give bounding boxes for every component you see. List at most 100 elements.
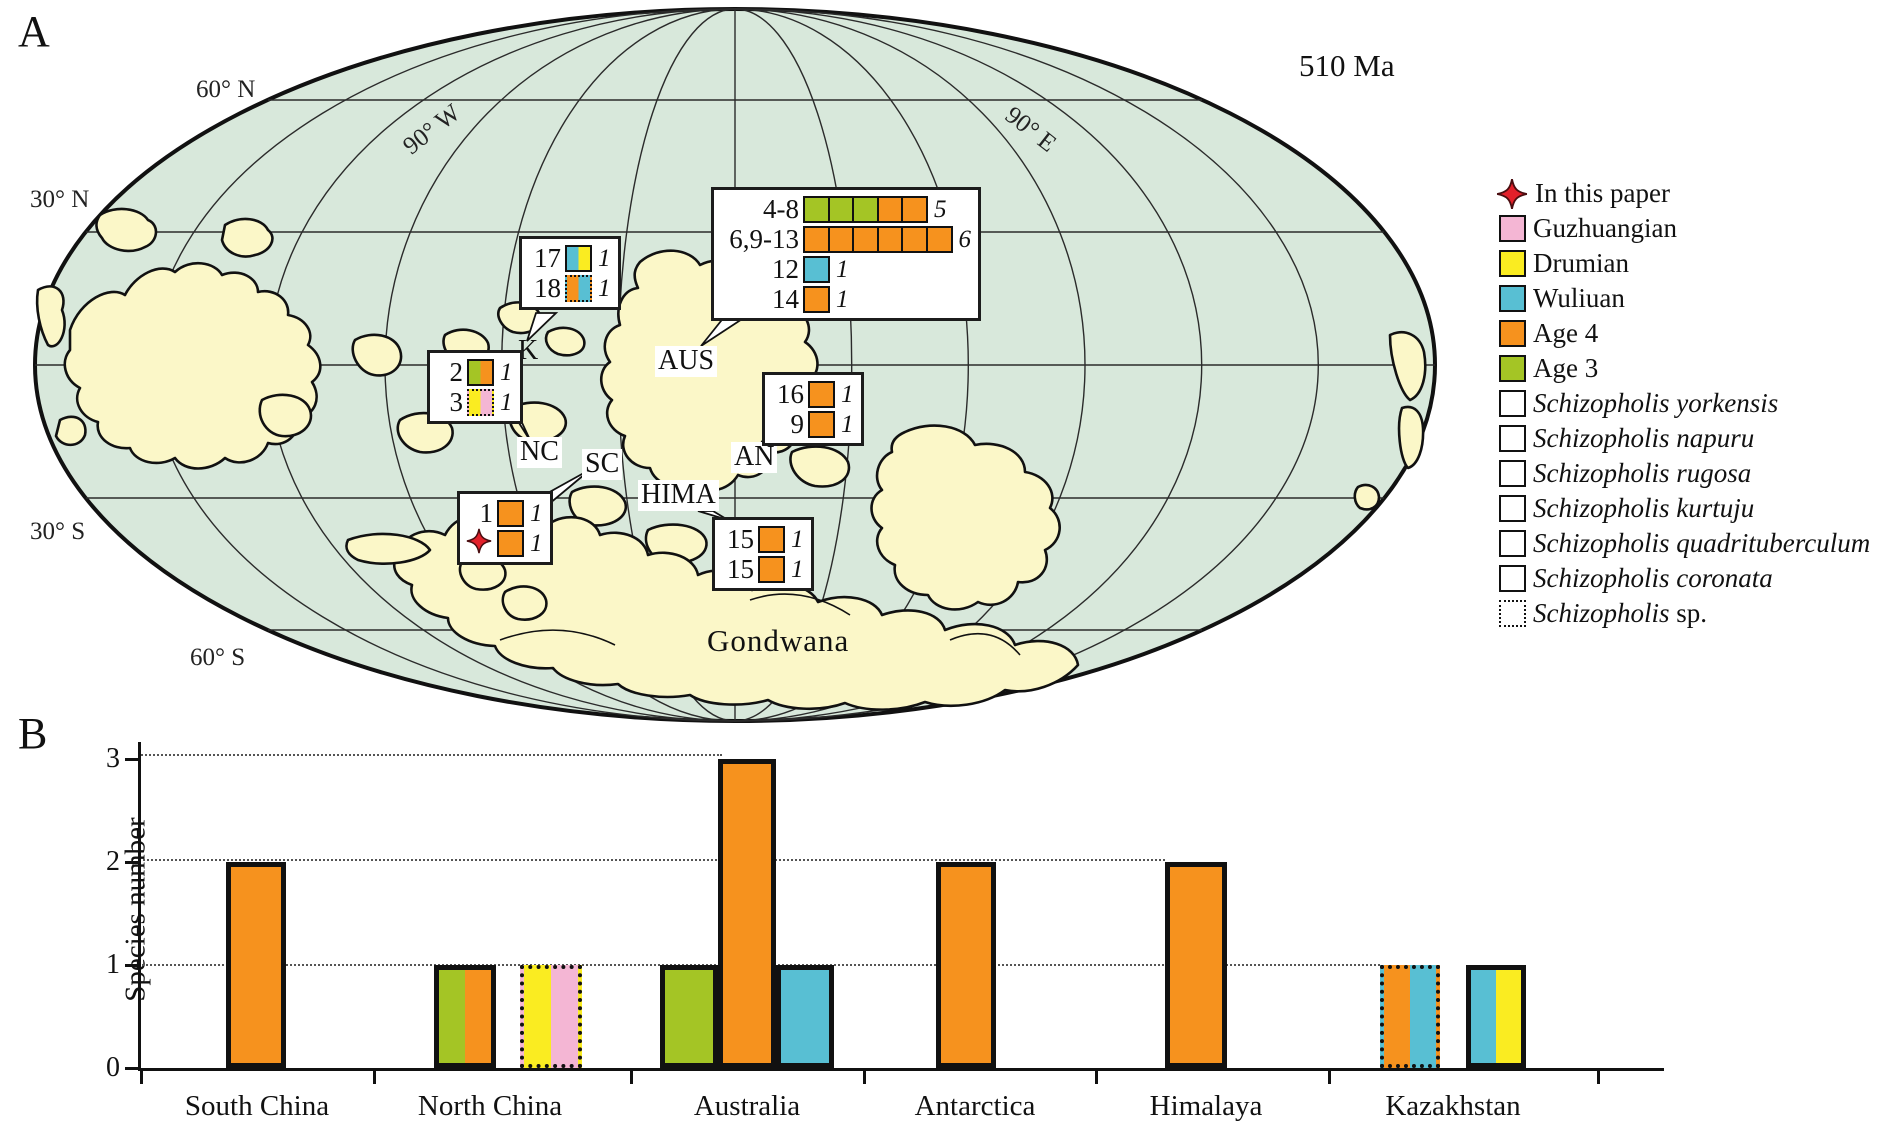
- y-tick: [125, 964, 138, 967]
- occurrence-cell-napuru: [467, 358, 494, 386]
- x-axis: [138, 1068, 1664, 1071]
- bar-himalaya: [1165, 862, 1227, 1068]
- occurrence-cell-kurtuju: [803, 255, 830, 283]
- landmass-antarctica: [789, 445, 851, 488]
- graticule-label: 60° N: [196, 76, 256, 103]
- in-this-paper-star-icon: [1496, 178, 1528, 210]
- occurrence-cell-napuru: [852, 225, 879, 253]
- locality-number: 2: [449, 356, 464, 387]
- suture-lines: [499, 593, 1021, 656]
- dotted-gridline: [138, 754, 722, 756]
- terrane-label-sc: SC: [582, 448, 623, 480]
- occurrence-cell-napuru: [808, 410, 835, 438]
- occurrence-cell-yorkensis: [876, 195, 904, 223]
- y-axis: [138, 742, 141, 1071]
- landmass-island: [54, 415, 87, 447]
- occurrence-row: 15 1: [720, 524, 804, 554]
- occurrence-cells: [497, 529, 524, 557]
- antarctica-map-box: 16 1 9 1: [762, 372, 864, 446]
- legend-pattern-rugosa: [1499, 460, 1526, 487]
- locality-number: 14: [772, 283, 799, 314]
- species-count: 1: [598, 274, 611, 302]
- species-count: 1: [530, 529, 543, 557]
- legend-item: Schizopholis yorkensis: [1499, 386, 1870, 421]
- locality-number: 12: [772, 253, 799, 284]
- x-category-label: Australia: [693, 1090, 801, 1122]
- species-count: 1: [500, 388, 513, 416]
- locality-number: 4-8: [763, 193, 799, 224]
- legend-item: Schizopholis quadrituberculum: [1499, 526, 1870, 561]
- occurrence-cell-napuru: [901, 225, 928, 253]
- landmass-terrane: [351, 333, 403, 377]
- occurrence-cell-yorkensis: [901, 195, 928, 223]
- occurrence-cell-coronata: [565, 244, 592, 272]
- y-tick-label: 0: [106, 1052, 120, 1083]
- occurrence-cell-napuru: [497, 499, 524, 527]
- legend-item: Schizopholis coronata: [1499, 561, 1870, 596]
- bar-australia: [718, 759, 776, 1068]
- terrane-label-aus: AUS: [655, 345, 718, 377]
- occurrence-cell-yorkensis: [803, 195, 830, 223]
- species-count: 6: [958, 225, 972, 253]
- occurrence-cells: [808, 410, 835, 438]
- occurrence-cell-napuru: [803, 225, 830, 253]
- species-count: 5: [934, 195, 947, 223]
- legend-item: Age 3: [1499, 351, 1870, 386]
- legend-label: Drumian: [1533, 248, 1629, 278]
- landmass-island: [220, 217, 274, 258]
- legend-swatch-age3: [1499, 355, 1526, 382]
- australia-map-box: 4-8 5 6,9-13 6 12 1 14 1: [711, 187, 981, 321]
- occurrence-cells: [467, 388, 494, 416]
- bar-australia: [776, 965, 834, 1068]
- occurrence-cell-napuru: [758, 525, 785, 553]
- x-tick: [373, 1071, 376, 1084]
- x-tick: [1095, 1071, 1098, 1084]
- occurrence-row: 15 1: [720, 554, 804, 584]
- graticule-label: 60° S: [190, 644, 246, 671]
- terrane-label-nc: NC: [517, 436, 562, 468]
- y-tick: [125, 861, 138, 864]
- occurrence-cell-napuru: [876, 225, 904, 253]
- legend-label: Schizopholis sp.: [1533, 598, 1708, 628]
- x-tick: [1597, 1071, 1600, 1084]
- occurrence-cells: [803, 285, 830, 313]
- occurrence-cell-yorkensis: [827, 195, 855, 223]
- legend-label: Schizopholis rugosa: [1533, 458, 1752, 488]
- occurrence-row: 14 1: [719, 284, 971, 314]
- map-legend: In this paper Guzhuangian Drumian Wuliuan Ag…: [1496, 176, 1870, 631]
- kazakhstan-map-box: 17 1 18 1: [519, 236, 621, 310]
- legend-label: Age 4: [1533, 318, 1599, 348]
- landmass-sliver: [1388, 331, 1427, 402]
- species-count: 1: [836, 285, 849, 313]
- paleomap: [33, 7, 1437, 723]
- occurrence-cell: [467, 388, 494, 416]
- bar-north-china: [520, 965, 582, 1068]
- landmass-sliver: [1353, 483, 1381, 511]
- landmass-south-china: [568, 485, 628, 527]
- dotted-gridline: [138, 859, 1165, 861]
- occurrence-row: 6,9-13 6: [719, 224, 971, 254]
- x-tick: [863, 1071, 866, 1084]
- landmass-sliver: [1397, 405, 1425, 470]
- species-count: 1: [598, 244, 611, 272]
- legend-item: Guzhuangian: [1499, 211, 1870, 246]
- occurrence-cells: [803, 195, 928, 223]
- bar-kazakhstan: [1466, 965, 1526, 1068]
- panel-a-label: A: [18, 7, 50, 56]
- legend-label: Schizopholis quadrituberculum: [1533, 528, 1871, 558]
- occurrence-cells: [808, 380, 835, 408]
- y-axis-title: Species number: [119, 817, 152, 1002]
- legend-item: Schizopholis napuru: [1499, 421, 1870, 456]
- x-tick: [1328, 1071, 1331, 1084]
- occurrence-row: 4-8 5: [719, 194, 971, 224]
- species-count: 1: [841, 410, 854, 438]
- legend-pattern-napuru: [1499, 425, 1526, 452]
- bar-north-china: [434, 965, 496, 1068]
- x-category-label: Kazakhstan: [1385, 1090, 1521, 1122]
- y-tick-label: 3: [106, 743, 120, 774]
- bar-south-china: [226, 862, 286, 1068]
- legend-item: Schizopholis kurtuju: [1499, 491, 1870, 526]
